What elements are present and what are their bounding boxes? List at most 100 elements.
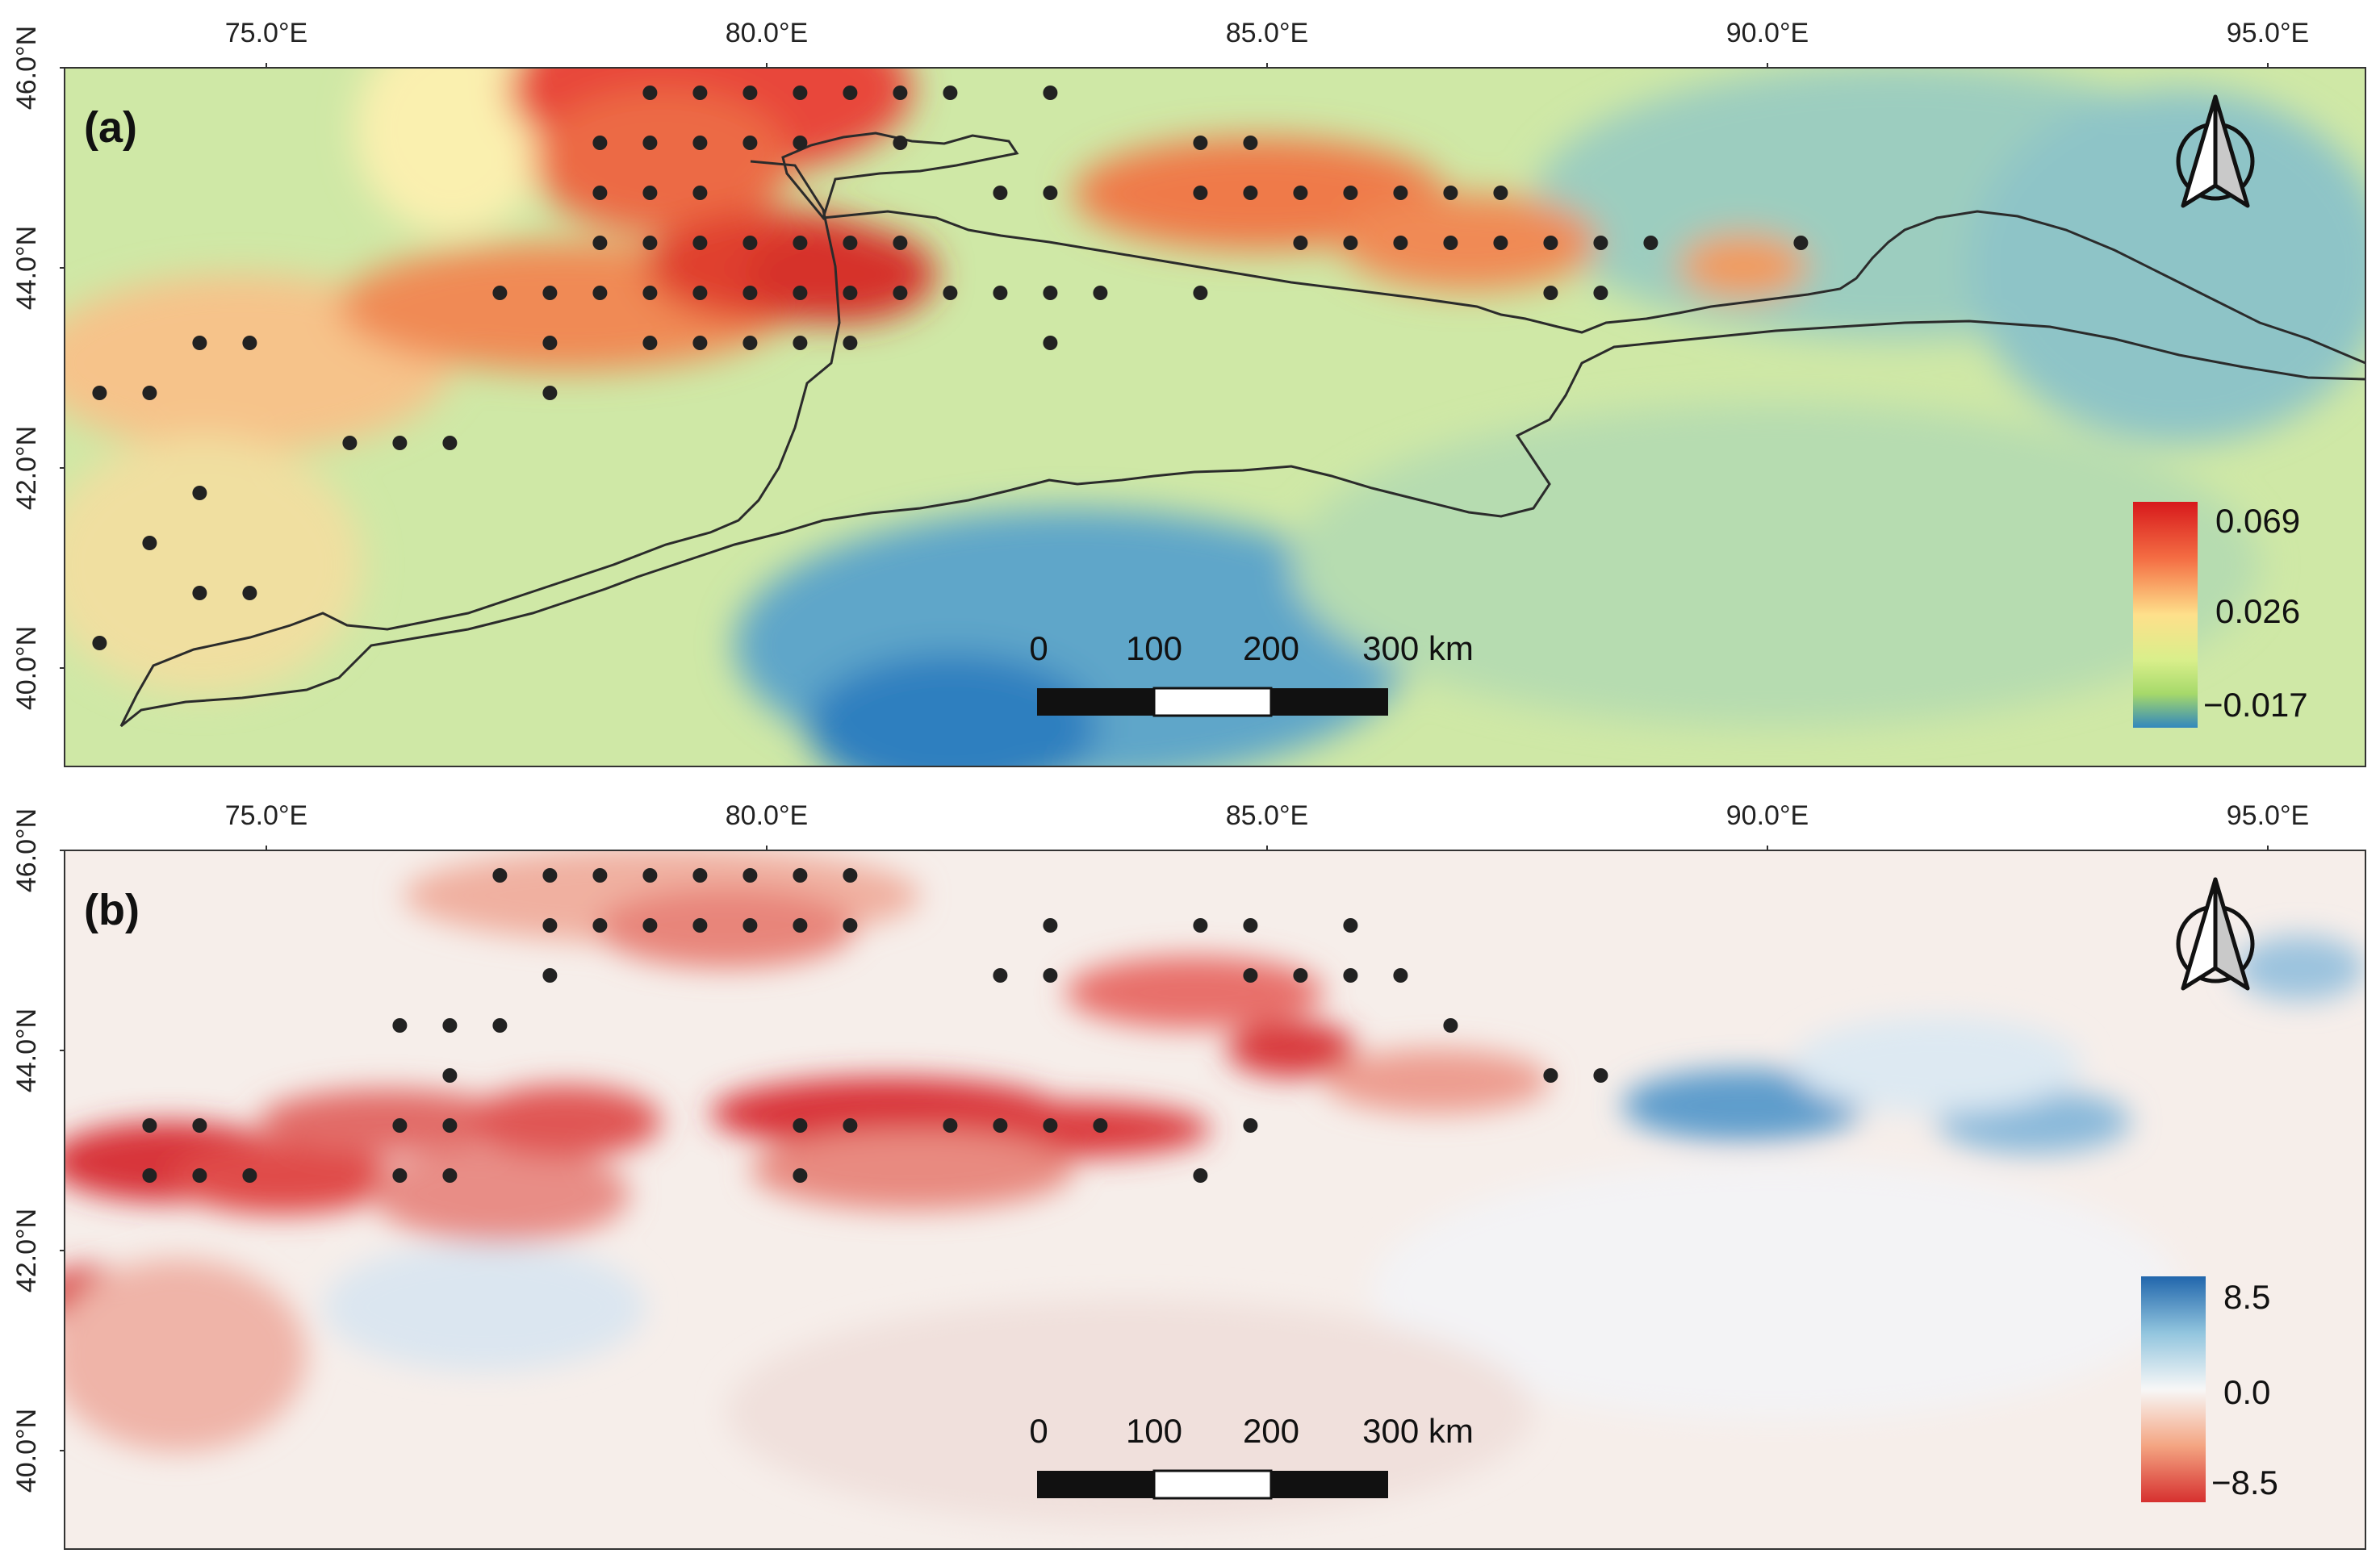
panel-a: 75.0°E 80.0°E 85.0°E 90.0°E 95.0°E 46.0°… bbox=[11, 18, 2366, 767]
significance-dot bbox=[192, 586, 207, 600]
significance-dots-a bbox=[92, 86, 1809, 650]
significance-dot bbox=[642, 136, 658, 150]
significance-dot bbox=[1293, 236, 1308, 250]
significance-dot bbox=[1343, 236, 1358, 250]
significance-dot bbox=[142, 386, 157, 400]
significance-dot bbox=[793, 336, 808, 350]
significance-dot bbox=[742, 336, 758, 350]
north-arrow-icon bbox=[2176, 877, 2255, 991]
significance-dot bbox=[1043, 286, 1058, 300]
significance-dot bbox=[692, 86, 708, 100]
significance-dot bbox=[542, 286, 558, 300]
significance-dot bbox=[1043, 186, 1058, 200]
significance-dot bbox=[642, 336, 658, 350]
lon-tick-label: 90.0°E bbox=[1726, 18, 1809, 48]
scale-bar: 0 100 200 300 km bbox=[1029, 1412, 1474, 1500]
significance-dot bbox=[893, 136, 908, 150]
significance-dot bbox=[1193, 286, 1208, 300]
significance-dot bbox=[1193, 186, 1208, 200]
panel-label: (b) bbox=[84, 886, 140, 934]
significance-dot bbox=[442, 1068, 458, 1083]
significance-dot bbox=[993, 186, 1008, 200]
north-arrow-icon bbox=[2176, 94, 2255, 208]
significance-dot bbox=[542, 868, 558, 883]
legend-max: 8.5 bbox=[2223, 1278, 2270, 1316]
lon-tick-label: 85.0°E bbox=[1226, 18, 1308, 48]
scale-label: 300 km bbox=[1362, 629, 1474, 667]
scale-label: 100 bbox=[1126, 1412, 1182, 1450]
panel-b-tick-marks bbox=[60, 846, 2269, 1451]
significance-dot bbox=[592, 918, 608, 933]
significance-dot bbox=[1543, 236, 1558, 250]
significance-dot bbox=[592, 236, 608, 250]
legend-min: −0.017 bbox=[2203, 686, 2308, 724]
panel-b-field bbox=[65, 850, 2365, 1549]
significance-dot bbox=[742, 86, 758, 100]
significance-dot bbox=[1093, 1118, 1108, 1133]
significance-dot bbox=[793, 86, 808, 100]
significance-dot bbox=[943, 286, 958, 300]
significance-dot bbox=[1443, 1018, 1458, 1033]
lat-tick-label: 44.0°N bbox=[11, 226, 42, 310]
significance-dot bbox=[1443, 236, 1458, 250]
significance-dot bbox=[692, 336, 708, 350]
lon-tick-label: 80.0°E bbox=[726, 18, 808, 48]
significance-dots-b bbox=[142, 868, 1608, 1183]
significance-dot bbox=[592, 136, 608, 150]
significance-dot bbox=[1193, 1168, 1208, 1183]
significance-dot bbox=[843, 236, 858, 250]
scale-label: 0 bbox=[1029, 1412, 1048, 1450]
significance-dot bbox=[843, 868, 858, 883]
lat-tick-label: 42.0°N bbox=[11, 1209, 42, 1292]
significance-dot bbox=[442, 1118, 458, 1133]
lon-tick-label: 75.0°E bbox=[225, 800, 307, 831]
panel-a-field bbox=[65, 68, 2365, 766]
scale-label: 0 bbox=[1029, 629, 1048, 667]
significance-dot bbox=[392, 1018, 408, 1033]
significance-dot bbox=[542, 386, 558, 400]
significance-dot bbox=[793, 918, 808, 933]
significance-dot bbox=[742, 136, 758, 150]
significance-dot bbox=[242, 586, 257, 600]
significance-dot bbox=[1243, 1118, 1258, 1133]
significance-dot bbox=[993, 968, 1008, 983]
significance-dot bbox=[1043, 968, 1058, 983]
panel-b: 75.0°E 80.0°E 85.0°E 90.0°E 95.0°E 46.0°… bbox=[11, 800, 2366, 1550]
legend-colorbar bbox=[2133, 502, 2198, 728]
significance-dot bbox=[1393, 236, 1408, 250]
significance-dot bbox=[392, 1118, 408, 1133]
significance-dot bbox=[492, 1018, 508, 1033]
significance-dot bbox=[943, 86, 958, 100]
significance-dot bbox=[1493, 236, 1508, 250]
scale-label: 300 km bbox=[1362, 1412, 1474, 1450]
significance-dot bbox=[92, 636, 107, 650]
significance-dot bbox=[843, 86, 858, 100]
significance-dot bbox=[793, 236, 808, 250]
significance-dot bbox=[142, 536, 157, 550]
significance-dot bbox=[1543, 1068, 1558, 1083]
significance-dot bbox=[92, 386, 107, 400]
significance-dot bbox=[1293, 186, 1308, 200]
significance-dot bbox=[1593, 1068, 1608, 1083]
significance-dot bbox=[1443, 186, 1458, 200]
significance-dot bbox=[742, 868, 758, 883]
significance-dot bbox=[1093, 286, 1108, 300]
lon-tick-label: 85.0°E bbox=[1226, 800, 1308, 831]
legend-min: −8.5 bbox=[2211, 1464, 2278, 1501]
significance-dot bbox=[843, 286, 858, 300]
significance-dot bbox=[192, 486, 207, 500]
significance-dot bbox=[1293, 968, 1308, 983]
scale-bar: 0 100 200 300 km bbox=[1029, 629, 1474, 717]
region-boundary bbox=[119, 132, 2365, 728]
significance-dot bbox=[1543, 286, 1558, 300]
lat-tick-label: 40.0°N bbox=[11, 1409, 42, 1493]
lon-tick-label: 95.0°E bbox=[2227, 800, 2309, 831]
significance-dot bbox=[1343, 968, 1358, 983]
significance-dot bbox=[742, 918, 758, 933]
significance-dot bbox=[1343, 186, 1358, 200]
significance-dot bbox=[1043, 86, 1058, 100]
legend-mid: 0.0 bbox=[2223, 1373, 2270, 1411]
significance-dot bbox=[242, 1168, 257, 1183]
significance-dot bbox=[1193, 918, 1208, 933]
significance-dot bbox=[192, 1118, 207, 1133]
